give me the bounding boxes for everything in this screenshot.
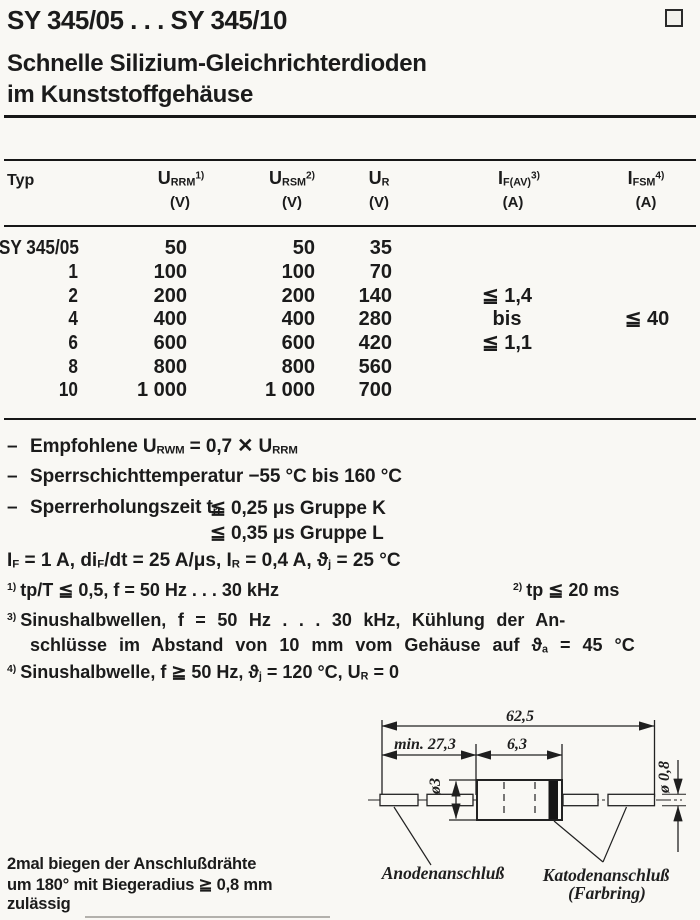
note-recovery-group-k: ≦ 0,25 μs Gruppe K	[210, 498, 386, 519]
checkbox-square-icon	[665, 9, 683, 27]
col-unit-urrm: (V)	[170, 194, 190, 211]
anode-label: Anodenanschluß	[381, 863, 505, 883]
bend-note-line-3: zulässig	[7, 895, 71, 913]
note-recovery-group-l: ≦ 0,35 μs Gruppe L	[210, 523, 384, 544]
footnote-2: 2) tp ≦ 20 ms	[513, 580, 620, 600]
cathode-leader-lines	[553, 806, 628, 863]
dim-overall-label: 62,5	[506, 708, 534, 725]
table-row: 10 1 000 1 000 700	[58, 379, 392, 401]
anode-lead-outer	[379, 793, 419, 807]
cathode-lead-inner	[562, 793, 599, 807]
anode-leader-line	[393, 806, 432, 866]
table-row: SY 345/05 50 50 35	[0, 237, 392, 259]
col-header-typ: Typ	[7, 172, 35, 189]
test-conditions-line: IF = 1 A, diF/dt = 25 A/μs, IR = 0,4 A, …	[7, 550, 401, 571]
table-row: 2 200 200 140 ≦ 1,4	[68, 285, 533, 307]
cathode-band	[548, 780, 558, 820]
col-unit-ifsm: (A)	[635, 194, 657, 211]
table-row: 6 600 600 420 ≦ 1,1	[68, 332, 533, 354]
table-top-rule	[4, 159, 696, 161]
table-row: 8 800 800 560	[68, 356, 392, 378]
subtitle-line-2: im Kunststoffgehäuse	[7, 81, 254, 108]
note-junction-temperature: – Sperrschichttemperatur −55 °C bis 160 °…	[7, 466, 402, 487]
footnote-3-line-1: 3) Sinushalbwellen, f = 50 Hz . . . 30 kH…	[7, 610, 566, 630]
dim-body-label: 6,3	[507, 736, 527, 753]
footnote-4: 4) Sinushalbwelle, f ≧ 50 Hz, ϑj = 120 °C…	[7, 662, 399, 683]
diode-body	[476, 779, 563, 821]
table-row: 4 400 400 280 bis ≦ 40	[68, 308, 670, 330]
page-title: SY 345/05 . . . SY 345/10	[7, 5, 288, 35]
table-header-rule	[4, 225, 696, 227]
col-header-urrm: URRM1)	[157, 168, 205, 189]
col-unit-ifav: (A)	[502, 194, 524, 211]
cathode-lead-outer	[607, 793, 656, 807]
bend-note-line-2: um 180° mit Biegeradius ≧ 0,8 mm	[7, 876, 273, 894]
scan-artifact-line	[85, 916, 330, 918]
note-recommended-urwm: – Empfohlene URWM = 0,7 ✕ URRM	[7, 435, 298, 457]
package-outline-drawing: 62,5 min. 27,3 6,3 ø3 ø 0,8 Anodenanschl…	[368, 708, 686, 903]
footnote-3-line-2: schlüsse im Abstand von 10 mm vom Gehäus…	[30, 635, 635, 656]
table-row: 1 100 100 70	[68, 261, 392, 283]
col-header-ur: UR	[368, 168, 390, 189]
subtitle-line-1: Schnelle Silizium-Gleichrichterdioden	[7, 50, 427, 77]
col-unit-ur: (V)	[369, 194, 389, 211]
cathode-label-farbring: (Farbring)	[568, 883, 646, 903]
anode-lead-inner	[426, 793, 474, 807]
note-recovery-time: – Sperrerholungszeit trr	[7, 497, 222, 518]
col-header-ursm: URSM2)	[269, 168, 315, 189]
footnote-1: 1) tp/T ≦ 0,5, f = 50 Hz . . . 30 kHz	[7, 580, 279, 600]
col-header-ifsm: IFSM4)	[627, 168, 665, 189]
dim-wire-dia-label: ø 0,8	[656, 761, 673, 794]
col-unit-ursm: (V)	[282, 194, 302, 211]
table-bottom-rule	[4, 418, 696, 420]
bend-note-line-1: 2mal biegen der Anschlußdrähte	[7, 855, 257, 873]
multiply-sign: ✕	[237, 435, 254, 457]
dim-lead-min-label: min. 27,3	[394, 736, 456, 753]
divider	[4, 115, 696, 118]
cathode-label: Katodenanschluß	[542, 865, 670, 885]
dim-body-dia-label: ø3	[427, 778, 444, 795]
col-header-ifav: IF(AV)3)	[498, 168, 540, 189]
